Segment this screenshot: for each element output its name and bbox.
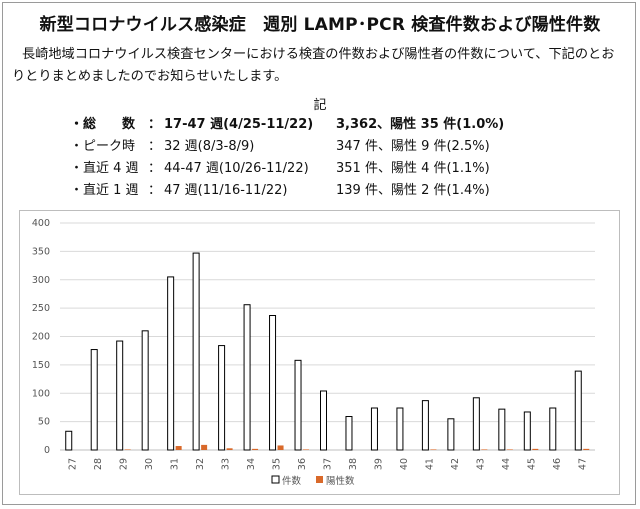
x-tick-label: 44 bbox=[501, 458, 512, 470]
y-tick-label: 0 bbox=[44, 445, 50, 456]
summary-separator: ： bbox=[148, 117, 162, 132]
x-tick-label: 45 bbox=[526, 458, 537, 470]
positive-bar bbox=[124, 449, 131, 450]
positive-bar bbox=[226, 448, 233, 450]
x-tick-label: 29 bbox=[119, 458, 130, 470]
tests-bar bbox=[472, 397, 480, 451]
tests-bar bbox=[167, 276, 175, 451]
summary-row-last1: ・直近 1 週 ： 47 週(11/16-11/22) 139 件、陽性 2 件… bbox=[70, 180, 590, 202]
tests-bar bbox=[65, 430, 73, 451]
summary-row-peak: ・ピーク時 ： 32 週(8/3-8/9) 347 件、陽性 9 件(2.5%) bbox=[70, 136, 590, 158]
tests-bar bbox=[345, 416, 353, 451]
tests-bar bbox=[192, 252, 200, 451]
positive-bar bbox=[481, 449, 488, 450]
positive-bar bbox=[252, 448, 259, 450]
legend-label-positive: 陽性数 bbox=[326, 475, 355, 487]
tests-bar bbox=[421, 400, 429, 451]
summary-result: 351 件、陽性 4 件(1.1%) bbox=[336, 161, 490, 176]
x-tick-label: 42 bbox=[450, 458, 461, 470]
y-tick-label: 350 bbox=[32, 246, 50, 257]
x-tick-label: 39 bbox=[373, 458, 384, 470]
positive-bar bbox=[430, 449, 437, 450]
tests-bar bbox=[549, 407, 557, 451]
positive-bar bbox=[201, 444, 208, 450]
summary-period: 17-47 週(4/25-11/22) bbox=[164, 117, 314, 132]
x-tick-label: 41 bbox=[424, 458, 435, 470]
page-frame bbox=[2, 2, 636, 505]
tests-bar bbox=[370, 407, 378, 451]
summary-row-total: ・総 数 ： 17-47 週(4/25-11/22) 3,362、陽性 35 件… bbox=[70, 114, 590, 136]
tests-bar bbox=[294, 359, 302, 451]
summary-label: ・総 数 bbox=[70, 117, 136, 132]
summary-list: ・総 数 ： 17-47 週(4/25-11/22) 3,362、陽性 35 件… bbox=[70, 114, 590, 202]
weekly-tests-chart: 0 50 100 150 200 250 300 350 400 27 28 29 30 31 32 33 34… bbox=[19, 210, 620, 495]
y-tick-label: 100 bbox=[32, 388, 50, 399]
summary-period: 32 週(8/3-8/9) bbox=[164, 139, 255, 154]
summary-result: 3,362、陽性 35 件(1.0%) bbox=[336, 117, 505, 132]
y-tick-label: 250 bbox=[32, 303, 50, 314]
x-tick-label: 27 bbox=[68, 458, 79, 470]
legend-swatch-tests bbox=[271, 475, 280, 484]
y-tick-label: 50 bbox=[38, 417, 50, 428]
tests-bar bbox=[116, 340, 124, 451]
tests-bar bbox=[243, 304, 251, 451]
positive-bar bbox=[532, 448, 539, 450]
ki-heading: 記 bbox=[313, 98, 327, 113]
tests-bar bbox=[269, 315, 277, 451]
x-tick-label: 33 bbox=[221, 458, 232, 470]
y-tick-label: 200 bbox=[32, 332, 50, 343]
positive-bar bbox=[175, 446, 182, 450]
tests-bar bbox=[218, 345, 226, 451]
tests-bar bbox=[141, 330, 149, 451]
tests-bar bbox=[396, 407, 404, 451]
tests-bar bbox=[320, 390, 327, 451]
summary-row-last4: ・直近 4 週 ： 44-47 週(10/26-11/22) 351 件、陽性 … bbox=[70, 158, 590, 180]
x-tick-label: 38 bbox=[348, 458, 359, 470]
summary-period: 44-47 週(10/26-11/22) bbox=[164, 161, 309, 176]
positive-bar bbox=[277, 445, 284, 450]
x-tick-label: 40 bbox=[399, 458, 410, 470]
x-tick-label: 31 bbox=[170, 458, 181, 470]
x-tick-label: 46 bbox=[552, 458, 563, 470]
intro-paragraph: 長崎地域コロナウイルス検査センターにおける検査の件数および陽性者の件数について、… bbox=[12, 47, 615, 84]
summary-period: 47 週(11/16-11/22) bbox=[164, 183, 288, 198]
tests-bar bbox=[90, 349, 98, 451]
x-tick-label: 34 bbox=[246, 458, 257, 470]
x-tick-label: 36 bbox=[297, 458, 308, 470]
x-tick-label: 43 bbox=[475, 458, 486, 470]
summary-result: 347 件、陽性 9 件(2.5%) bbox=[336, 139, 490, 154]
chart-canvas: 0 50 100 150 200 250 300 350 400 27 28 29 30 31 32 33 34… bbox=[32, 218, 595, 487]
summary-separator: ： bbox=[148, 161, 162, 176]
summary-result: 139 件、陽性 2 件(1.4%) bbox=[336, 183, 490, 198]
legend-swatch-positive bbox=[316, 476, 323, 483]
summary-label: ・直近 4 週 bbox=[70, 161, 139, 176]
tests-bar bbox=[523, 411, 531, 451]
positive-bar bbox=[583, 448, 590, 450]
tests-bar bbox=[574, 370, 582, 451]
summary-separator: ： bbox=[148, 183, 162, 198]
x-tick-label: 30 bbox=[144, 458, 155, 470]
x-tick-label: 47 bbox=[577, 458, 588, 470]
positive-bar bbox=[506, 449, 513, 450]
x-tick-label: 35 bbox=[272, 458, 283, 470]
summary-label: ・直近 1 週 bbox=[70, 183, 139, 198]
x-tick-label: 32 bbox=[195, 458, 206, 470]
page-title: 新型コロナウイルス感染症 週別 LAMP･PCR 検査件数および陽性件数 bbox=[39, 15, 601, 35]
summary-separator: ： bbox=[148, 139, 162, 154]
y-tick-label: 400 bbox=[32, 218, 50, 229]
tests-bar bbox=[447, 418, 455, 451]
positive-bar bbox=[303, 449, 310, 450]
tests-bar bbox=[498, 408, 506, 451]
x-tick-label: 37 bbox=[323, 458, 334, 470]
summary-label: ・ピーク時 bbox=[70, 139, 136, 154]
y-tick-label: 150 bbox=[32, 360, 50, 371]
x-tick-label: 28 bbox=[93, 458, 104, 470]
y-tick-label: 300 bbox=[32, 275, 50, 286]
legend-label-tests: 件数 bbox=[282, 475, 302, 487]
